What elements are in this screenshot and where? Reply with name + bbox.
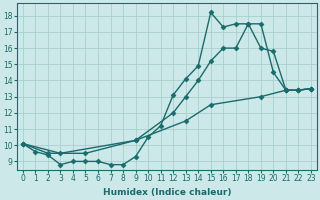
X-axis label: Humidex (Indice chaleur): Humidex (Indice chaleur) <box>103 188 231 197</box>
